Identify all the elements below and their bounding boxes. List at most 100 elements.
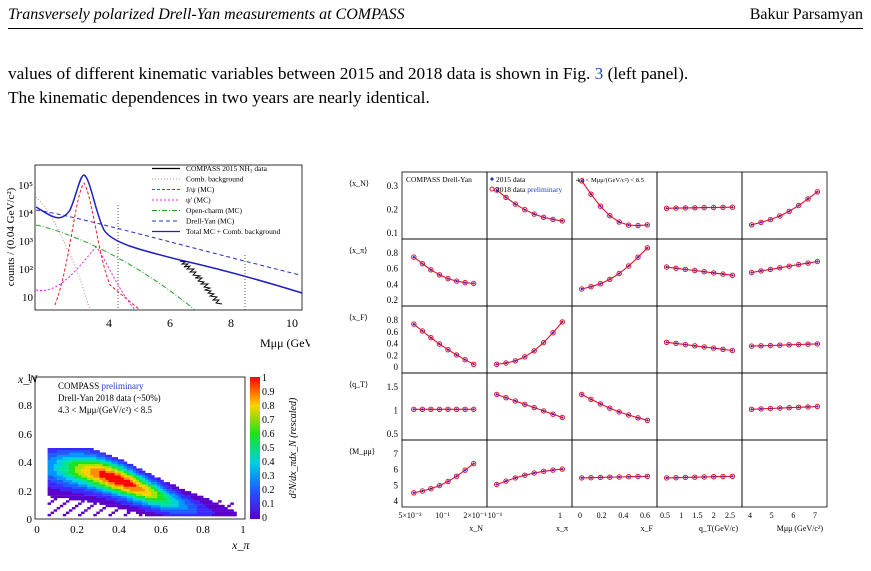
heatmap-cell	[132, 470, 137, 474]
heatmap-cell	[126, 498, 131, 501]
heatmap-cell	[145, 502, 149, 505]
heatmap-cell	[218, 504, 222, 508]
heatmap-cell	[62, 459, 67, 462]
point-2015	[769, 344, 772, 347]
heatmap-cell	[196, 498, 201, 501]
point-2015	[769, 268, 772, 271]
heatmap-cell	[84, 463, 88, 467]
heatmap-cell	[154, 479, 158, 483]
heatmap-cell	[65, 482, 70, 485]
heatmap-cell	[65, 450, 70, 453]
heatmap-cell	[75, 454, 79, 458]
heatmap-cell	[169, 500, 173, 503]
heatmap-cell	[160, 484, 164, 487]
heatmap-cell	[193, 513, 198, 517]
heatmap-cell	[129, 509, 134, 512]
heatmap-cell	[160, 509, 164, 512]
heatmap-cell	[56, 470, 61, 474]
heatmap-cell	[105, 491, 109, 494]
heatmap-cell	[62, 473, 67, 476]
heatmap-cell	[135, 473, 140, 476]
heatmap-cell	[190, 507, 195, 510]
point-2015	[504, 480, 508, 483]
heatmap-cell	[78, 459, 82, 462]
point-2018	[758, 343, 764, 349]
heatmap-cell	[138, 513, 143, 517]
point-2018	[550, 330, 556, 336]
heatmap-cell	[84, 475, 88, 478]
heatmap-cell	[166, 500, 170, 503]
heatmap-cell	[169, 488, 173, 492]
heatmap-cell	[129, 463, 134, 467]
heatmap-cell	[56, 488, 61, 492]
heatmap-cell	[175, 509, 179, 512]
heatmap-cell	[126, 486, 131, 489]
heatmap-cell	[190, 504, 195, 508]
point-2018	[682, 205, 689, 211]
heatmap-cell	[99, 486, 103, 489]
grid-panel	[741, 171, 828, 240]
heatmap-cell	[215, 513, 219, 517]
heatmap-cell	[53, 486, 58, 489]
heat-xtick: 0.4	[112, 524, 126, 536]
point-2015	[721, 206, 725, 209]
point-2015	[703, 345, 706, 349]
heatmap-cell	[84, 448, 88, 451]
heatmap-cell	[47, 463, 52, 467]
trend-line	[496, 321, 563, 365]
grid-xtick: 0.5	[660, 511, 670, 520]
heatmap-cell	[160, 513, 164, 517]
heatmap-cell	[96, 500, 100, 503]
heatmap-cell	[102, 473, 106, 476]
trend-line	[666, 341, 733, 352]
heatmap-cell	[227, 504, 231, 508]
heatmap-cell	[163, 513, 167, 517]
point-2015	[421, 408, 424, 411]
heatmap-cell	[132, 468, 137, 471]
point-2015	[721, 273, 725, 276]
heatmap-cell	[87, 482, 91, 485]
heatmap-cell	[151, 495, 155, 499]
heatmap-cell	[163, 488, 167, 492]
heatmap-cell	[175, 495, 179, 499]
drell-yan-curve	[35, 209, 301, 276]
heatmap-cell	[114, 488, 119, 492]
heatmap-cell	[56, 463, 61, 467]
grid-xtick: 7	[813, 511, 817, 520]
trend-line	[496, 468, 563, 486]
heatmap-cell	[102, 457, 106, 460]
heatmap-cell	[99, 484, 103, 487]
point-2018	[588, 191, 594, 197]
point-2015	[759, 221, 763, 224]
figure-reference-link[interactable]: 3	[594, 64, 604, 83]
point-2018	[494, 481, 500, 488]
grid-panel	[401, 372, 488, 441]
heatmap-cell	[65, 454, 70, 458]
heatmap-cell	[108, 491, 112, 494]
heatmap-cell	[172, 500, 176, 503]
heatmap-cell	[59, 463, 64, 467]
heatmap-cell	[81, 454, 85, 458]
heatmap-cell	[138, 507, 143, 510]
point-2015	[665, 265, 668, 269]
point-2015	[455, 475, 458, 478]
heatmap-cell	[145, 495, 149, 499]
heatmap-cell	[178, 507, 182, 510]
point-2018	[419, 261, 426, 267]
heatmap-cell	[205, 513, 210, 517]
heatmap-cell	[87, 507, 91, 510]
heatmap-cell	[166, 513, 170, 517]
heatmap-cell	[90, 504, 94, 508]
heatmap-cell	[108, 477, 112, 480]
point-2018	[494, 391, 500, 398]
point-2015	[769, 218, 772, 221]
heatmap-cell	[56, 454, 61, 458]
heatmap-cell	[87, 477, 91, 480]
point-2015	[816, 260, 819, 263]
heatmap-cell	[56, 450, 61, 453]
heatmap-cell	[184, 500, 189, 503]
point-2015	[693, 344, 696, 347]
heatmap-cell	[81, 459, 85, 462]
heatmap-cell	[163, 495, 167, 499]
heatmap-cell	[50, 486, 55, 489]
